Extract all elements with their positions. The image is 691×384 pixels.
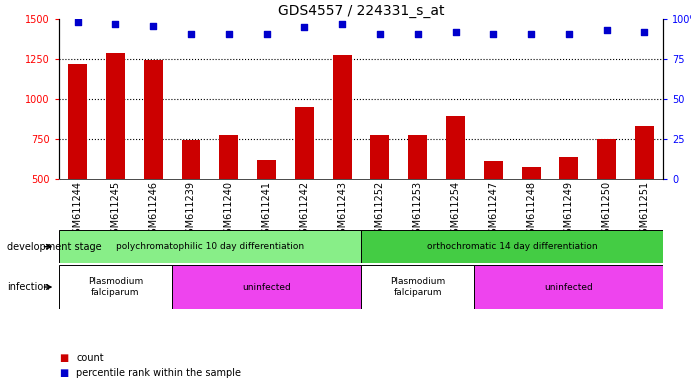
Bar: [484, 161, 503, 179]
Text: GSM611249: GSM611249: [564, 181, 574, 240]
Point: [261, 30, 272, 36]
Point: [148, 23, 159, 29]
Text: ■: ■: [59, 368, 68, 378]
Text: uninfected: uninfected: [243, 283, 291, 291]
Text: GSM611244: GSM611244: [73, 181, 83, 240]
Text: uninfected: uninfected: [545, 283, 594, 291]
Point: [72, 19, 83, 25]
Bar: [475, 265, 663, 309]
Text: GSM611240: GSM611240: [224, 181, 234, 240]
Text: GSM611252: GSM611252: [375, 181, 385, 240]
Text: GSM611248: GSM611248: [526, 181, 536, 240]
Text: GSM611239: GSM611239: [186, 181, 196, 240]
Text: ■: ■: [59, 353, 68, 363]
Bar: [59, 230, 361, 263]
Text: GSM611245: GSM611245: [111, 181, 120, 240]
Bar: [370, 135, 390, 179]
Bar: [182, 140, 200, 179]
Bar: [144, 60, 162, 179]
Point: [185, 30, 196, 36]
Bar: [446, 116, 465, 179]
Point: [450, 29, 461, 35]
Point: [223, 30, 234, 36]
Bar: [597, 139, 616, 179]
Bar: [522, 167, 540, 179]
Bar: [172, 265, 361, 309]
Bar: [361, 265, 475, 309]
Text: GSM611251: GSM611251: [639, 181, 650, 240]
Point: [563, 30, 574, 36]
Point: [375, 30, 386, 36]
Text: GSM611246: GSM611246: [148, 181, 158, 240]
Point: [337, 21, 348, 27]
Text: Plasmodium
falciparum: Plasmodium falciparum: [88, 277, 143, 297]
Bar: [106, 53, 125, 179]
Text: GSM611253: GSM611253: [413, 181, 423, 240]
Text: GSM611250: GSM611250: [602, 181, 612, 240]
Text: GSM611242: GSM611242: [299, 181, 310, 240]
Point: [299, 24, 310, 30]
Text: GSM611247: GSM611247: [489, 181, 498, 240]
Text: Plasmodium
falciparum: Plasmodium falciparum: [390, 277, 446, 297]
Point: [110, 21, 121, 27]
Text: polychromatophilic 10 day differentiation: polychromatophilic 10 day differentiatio…: [116, 242, 304, 251]
Bar: [68, 64, 87, 179]
Bar: [408, 135, 427, 179]
Bar: [59, 265, 172, 309]
Bar: [257, 160, 276, 179]
Point: [601, 27, 612, 33]
Title: GDS4557 / 224331_s_at: GDS4557 / 224331_s_at: [278, 4, 444, 18]
Point: [413, 30, 424, 36]
Bar: [219, 135, 238, 179]
Text: infection: infection: [7, 282, 50, 292]
Text: orthochromatic 14 day differentiation: orthochromatic 14 day differentiation: [427, 242, 598, 251]
Text: percentile rank within the sample: percentile rank within the sample: [76, 368, 241, 378]
Text: count: count: [76, 353, 104, 363]
Text: GSM611241: GSM611241: [262, 181, 272, 240]
Text: GSM611254: GSM611254: [451, 181, 460, 240]
Point: [526, 30, 537, 36]
Text: GSM611243: GSM611243: [337, 181, 347, 240]
Text: development stage: development stage: [7, 242, 102, 252]
Point: [639, 29, 650, 35]
Bar: [332, 55, 352, 179]
Bar: [560, 157, 578, 179]
Bar: [295, 107, 314, 179]
Point: [488, 30, 499, 36]
Bar: [361, 230, 663, 263]
Bar: [635, 126, 654, 179]
